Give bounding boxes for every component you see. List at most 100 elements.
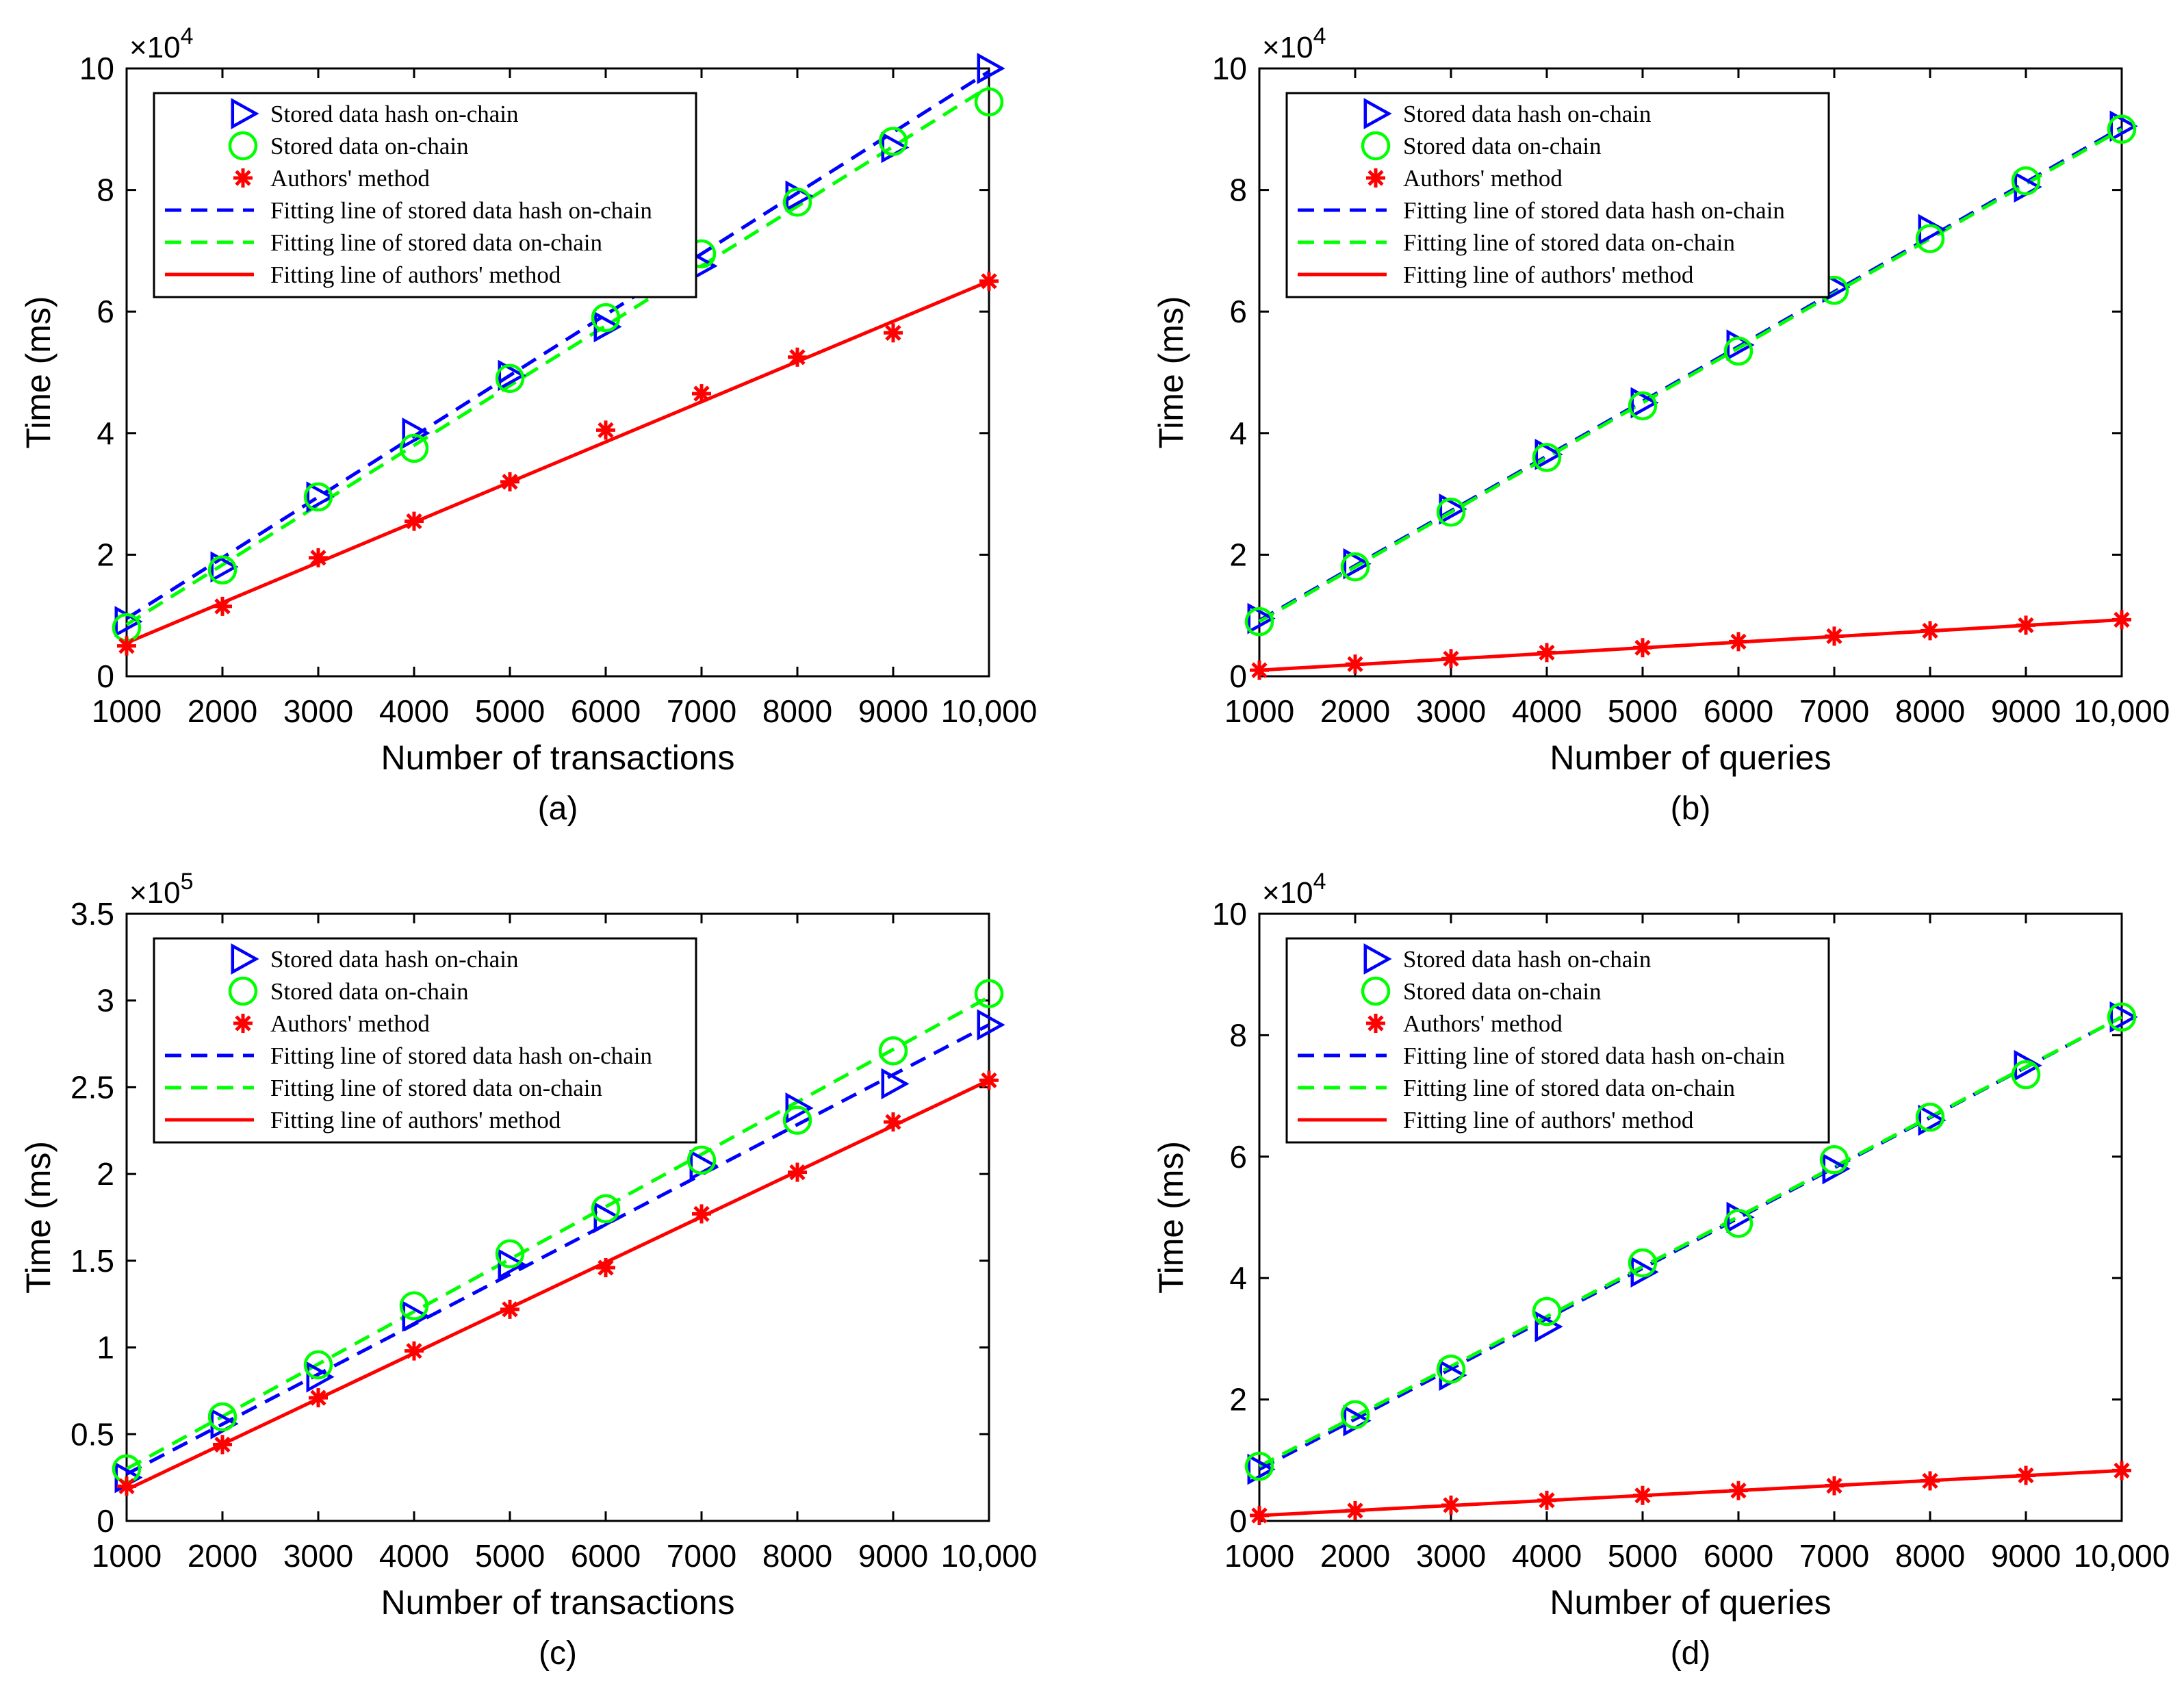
data-point-1-1	[1247, 602, 1276, 635]
data-point-3-1	[117, 1476, 136, 1496]
data-point-2-4	[399, 433, 429, 463]
legend-label-3: Authors' method	[1403, 1010, 1563, 1037]
legend-marker-2	[228, 131, 258, 161]
legend-box	[153, 937, 697, 1144]
x-tick-label: 5000	[475, 693, 545, 729]
legend-label-3: Authors' method	[1403, 165, 1563, 192]
y-tick-label: 8	[1229, 172, 1247, 208]
data-point-2-3	[1436, 497, 1466, 527]
y-tick-label: 0	[97, 1503, 114, 1539]
data-point-3-7	[1825, 1476, 1844, 1496]
legend-label-4: Fitting line of stored data hash on-chai…	[1403, 1042, 1785, 1069]
data-point-2-4	[1532, 1296, 1562, 1327]
legend: Stored data hash on-chain Stored data on-…	[1285, 937, 1830, 1144]
data-point-3-4	[1537, 643, 1556, 663]
x-tick-label: 8000	[762, 1538, 832, 1574]
data-point-3-5	[1633, 1485, 1652, 1505]
y-tick-label: 0	[1229, 1503, 1247, 1539]
data-point-2-9	[2011, 166, 2041, 196]
legend-marker-3	[233, 1014, 253, 1033]
legend-label-2: Stored data on-chain	[1403, 978, 1602, 1005]
fit-line-1	[125, 70, 990, 620]
x-tick-label: 7000	[667, 1538, 736, 1574]
x-tick-label: 10,000	[2074, 693, 2170, 729]
data-point-3-9	[2016, 1465, 2035, 1485]
legend-label-2: Stored data on-chain	[270, 133, 469, 159]
x-tick-label: 9000	[858, 1538, 928, 1574]
x-axis-title: Number of queries	[1550, 1583, 1831, 1622]
x-tick-label: 8000	[762, 693, 832, 729]
legend-label-6: Fitting line of authors' method	[270, 261, 561, 288]
x-tick-label: 8000	[1895, 693, 1965, 729]
data-point-3-1	[1250, 1506, 1269, 1526]
legend-label-5: Fitting line of stored data on-chain	[270, 229, 602, 256]
legend-marker-2	[228, 976, 258, 1006]
y-tick-label: 2	[1229, 537, 1247, 572]
x-tick-label: 5000	[1608, 1538, 1678, 1574]
data-point-2-3	[303, 1350, 333, 1380]
data-point-2-1	[1244, 606, 1274, 637]
legend-label-5: Fitting line of stored data on-chain	[1403, 1075, 1735, 1101]
data-point-2-8	[1915, 1102, 1945, 1132]
chart-panel-1: 1000 2000 3000 4000 5000 6000 7000 8000 9000 10,0…	[19, 23, 1037, 827]
x-tick-label: 2000	[1320, 693, 1390, 729]
exponent-label: ×104	[1262, 23, 1326, 64]
fit-line-3	[125, 1079, 990, 1491]
panel-label: (d)	[1671, 1635, 1711, 1672]
x-tick-label: 5000	[1608, 693, 1678, 729]
data-point-2-3	[303, 482, 333, 512]
data-point-3-8	[788, 347, 807, 367]
fit-line-3	[1259, 617, 2122, 672]
x-tick-label: 4000	[379, 1538, 449, 1574]
data-point-2-8	[782, 188, 812, 217]
legend-marker-3	[1366, 1014, 1385, 1033]
y-tick-label: 0	[1229, 658, 1247, 694]
series-2	[1244, 1002, 2137, 1481]
chart-panel-3: 1000 2000 3000 4000 5000 6000 7000 8000 9000 10,0…	[19, 869, 1037, 1672]
data-point-3-2	[213, 1435, 232, 1455]
x-tick-label: 4000	[1512, 693, 1582, 729]
chart-panel-2: 1000 2000 3000 4000 5000 6000 7000 8000 9000 10,0…	[1152, 23, 2170, 827]
x-tick-label: 6000	[1704, 693, 1773, 729]
y-tick-label: 10	[1212, 51, 1247, 86]
data-point-2-1	[1244, 1451, 1274, 1481]
data-point-3-3	[309, 1388, 328, 1408]
data-point-3-7	[1825, 626, 1844, 646]
data-point-3-7	[692, 384, 711, 404]
y-tick-label: 2.5	[70, 1069, 114, 1105]
data-point-2-6	[591, 1194, 621, 1224]
legend-label-6: Fitting line of authors' method	[270, 1107, 561, 1134]
legend-label-4: Fitting line of stored data hash on-chai…	[270, 197, 652, 224]
y-tick-label: 8	[97, 172, 114, 208]
data-point-2-2	[1340, 552, 1370, 582]
data-point-2-2	[207, 1402, 237, 1432]
x-tick-label: 8000	[1895, 1538, 1965, 1574]
data-point-3-1	[117, 636, 136, 656]
series-3	[117, 271, 999, 656]
data-point-3-1	[1250, 661, 1269, 680]
legend-label-4: Fitting line of stored data hash on-chai…	[270, 1042, 652, 1069]
data-point-1-1	[1247, 1453, 1276, 1485]
y-tick-label: 4	[1229, 1260, 1247, 1296]
legend-marker-3	[233, 168, 253, 188]
data-point-2-8	[782, 1105, 812, 1135]
y-tick-label: 4	[97, 415, 114, 451]
data-point-3-6	[596, 420, 615, 440]
y-tick-label: 10	[79, 51, 114, 86]
data-point-1-8	[785, 1092, 814, 1124]
x-tick-label: 3000	[283, 1538, 353, 1574]
legend: Stored data hash on-chain Stored data on-…	[153, 937, 697, 1144]
data-point-2-2	[1340, 1400, 1370, 1430]
data-point-1-2	[210, 551, 239, 582]
exponent-label: ×104	[129, 23, 194, 64]
data-point-2-5	[1628, 391, 1658, 421]
legend-marker-1	[231, 98, 259, 129]
data-point-2-7	[1819, 1144, 1849, 1175]
data-point-1-9	[881, 1068, 910, 1100]
legend-marker-3	[1366, 168, 1385, 188]
panel-label: (c)	[539, 1635, 577, 1672]
data-point-2-6	[591, 303, 621, 333]
data-point-2-10	[2107, 1002, 2137, 1032]
data-point-2-9	[878, 127, 908, 156]
